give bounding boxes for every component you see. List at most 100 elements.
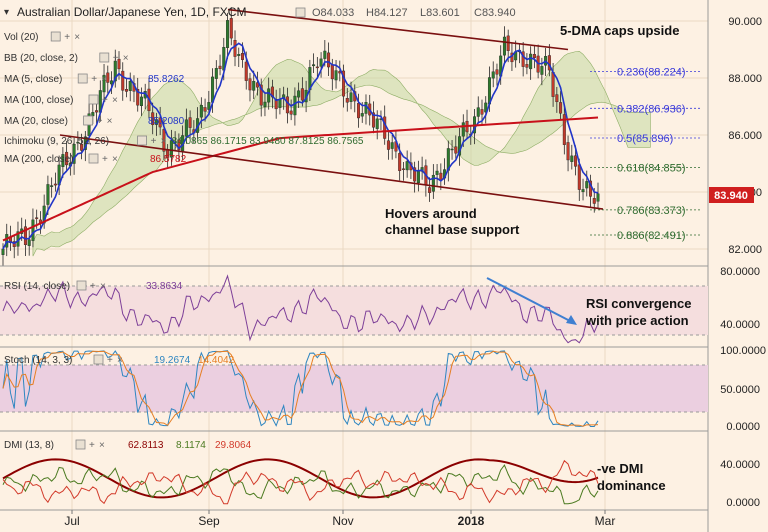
stoch-d-value: 14.4042 xyxy=(198,355,235,366)
candle-body xyxy=(532,54,536,59)
candle-body xyxy=(102,74,106,93)
time-label: Mar xyxy=(595,514,616,528)
header-high: H84.127 xyxy=(366,7,408,19)
candle-body xyxy=(375,118,379,129)
candle-body xyxy=(398,153,402,171)
candle-body xyxy=(229,18,233,39)
rsi-trend-arrow xyxy=(486,277,573,323)
dmi-tick: 0.0000 xyxy=(726,497,760,509)
chart-settings-icon[interactable] xyxy=(295,7,306,18)
candle-body xyxy=(327,52,331,68)
candle-body xyxy=(233,40,237,57)
candle-body xyxy=(484,102,488,113)
dmi-minus-value: 29.8064 xyxy=(215,440,252,451)
candle-body xyxy=(502,36,506,56)
dmi-minus-path xyxy=(2,459,599,505)
candle-body xyxy=(334,70,338,81)
indicator-label: MA (20, close) xyxy=(4,116,68,127)
add-icon: + xyxy=(113,53,119,64)
stoch-k-value: 19.2674 xyxy=(154,355,191,366)
candle-body xyxy=(162,129,166,152)
indicator-settings-icon xyxy=(137,135,148,146)
rsi-path xyxy=(2,274,599,344)
candle-body xyxy=(240,53,244,60)
candle-body xyxy=(349,92,353,102)
close-icon: × xyxy=(100,281,106,292)
ma200-line xyxy=(2,116,599,242)
rsi-label: RSI (14, close) xyxy=(4,281,70,292)
close-icon: × xyxy=(99,440,105,451)
dmi-adx-value: 62.8113 xyxy=(128,440,164,451)
indicator-value: 85.8262 xyxy=(148,74,185,85)
candle-body xyxy=(480,109,484,115)
candle-body xyxy=(491,71,495,79)
candle-body xyxy=(214,68,218,79)
candle-body xyxy=(289,110,293,115)
indicator-label: MA (200, close) xyxy=(4,154,73,165)
time-label: Sep xyxy=(198,514,220,528)
candle-body xyxy=(263,101,267,107)
candle-body xyxy=(315,66,319,69)
candle-body xyxy=(562,114,566,145)
add-icon: + xyxy=(91,74,97,85)
time-label: Jul xyxy=(64,514,79,528)
annotation-dmi-line1: -ve DMI xyxy=(597,461,643,476)
fib-label: 0.5(85.896) xyxy=(617,133,673,145)
indicator-value: 85.2080 xyxy=(148,116,185,127)
candle-body xyxy=(113,60,117,82)
add-icon: + xyxy=(97,116,103,127)
annotation-5dma: 5-DMA caps upside xyxy=(560,23,679,38)
add-icon: + xyxy=(90,281,96,292)
candle-body xyxy=(124,89,128,92)
ma5-line xyxy=(2,42,599,250)
candle-body xyxy=(121,70,125,91)
candle-body xyxy=(27,239,31,246)
candle-body xyxy=(95,110,99,113)
header-low: L83.601 xyxy=(420,7,460,19)
indicator-lines xyxy=(2,8,604,250)
stoch-band xyxy=(0,365,708,412)
time-axis: Jul Sep Nov 2018 Mar xyxy=(64,510,615,528)
indicator-settings-icon xyxy=(88,94,99,105)
candle-body xyxy=(252,80,256,91)
candle-body xyxy=(386,140,390,150)
candle-body xyxy=(139,96,143,107)
last-price-badge xyxy=(709,187,754,203)
candle-body xyxy=(50,185,54,187)
dmi-adx-path xyxy=(2,458,599,499)
ichimoku-cloud xyxy=(32,51,651,257)
candle-body xyxy=(169,140,173,158)
candle-body xyxy=(300,88,304,101)
close-icon: × xyxy=(101,74,107,85)
candle-body xyxy=(458,136,462,156)
candle-body xyxy=(203,107,207,112)
candle-body xyxy=(5,234,9,248)
dmi-lines xyxy=(2,458,599,505)
last-price-label: 83.940 xyxy=(714,190,748,202)
candle-body xyxy=(555,94,559,103)
rsi-value: 33.8634 xyxy=(146,281,183,292)
candle-body xyxy=(12,241,16,248)
candle-body xyxy=(566,142,570,161)
candle-body xyxy=(540,66,544,75)
candle-body xyxy=(319,58,323,67)
fib-levels: 0.236(88.224) 0.382(86.936) 0.5(85.896) 0.6… xyxy=(590,67,700,242)
candle-body xyxy=(390,142,394,149)
indicator-value: 86.5782 xyxy=(150,154,187,165)
dmi-tick: 40.0000 xyxy=(720,459,760,471)
candle-body xyxy=(207,102,211,110)
collapse-arrow-icon[interactable]: ▾ xyxy=(4,7,9,18)
candle-body xyxy=(495,69,499,75)
candle-body xyxy=(136,89,140,106)
candle-body xyxy=(551,71,555,97)
stoch-tick: 0.0000 xyxy=(726,421,760,433)
time-label: 2018 xyxy=(458,514,485,528)
candle-body xyxy=(259,84,263,106)
candle-body xyxy=(364,102,368,114)
add-icon: + xyxy=(107,355,113,366)
fib-label: 0.382(86.936) xyxy=(617,103,686,115)
price-tick: 86.000 xyxy=(728,130,762,142)
rsi-band xyxy=(0,286,708,335)
close-icon: × xyxy=(112,95,118,106)
stoch-d-path xyxy=(2,350,599,427)
